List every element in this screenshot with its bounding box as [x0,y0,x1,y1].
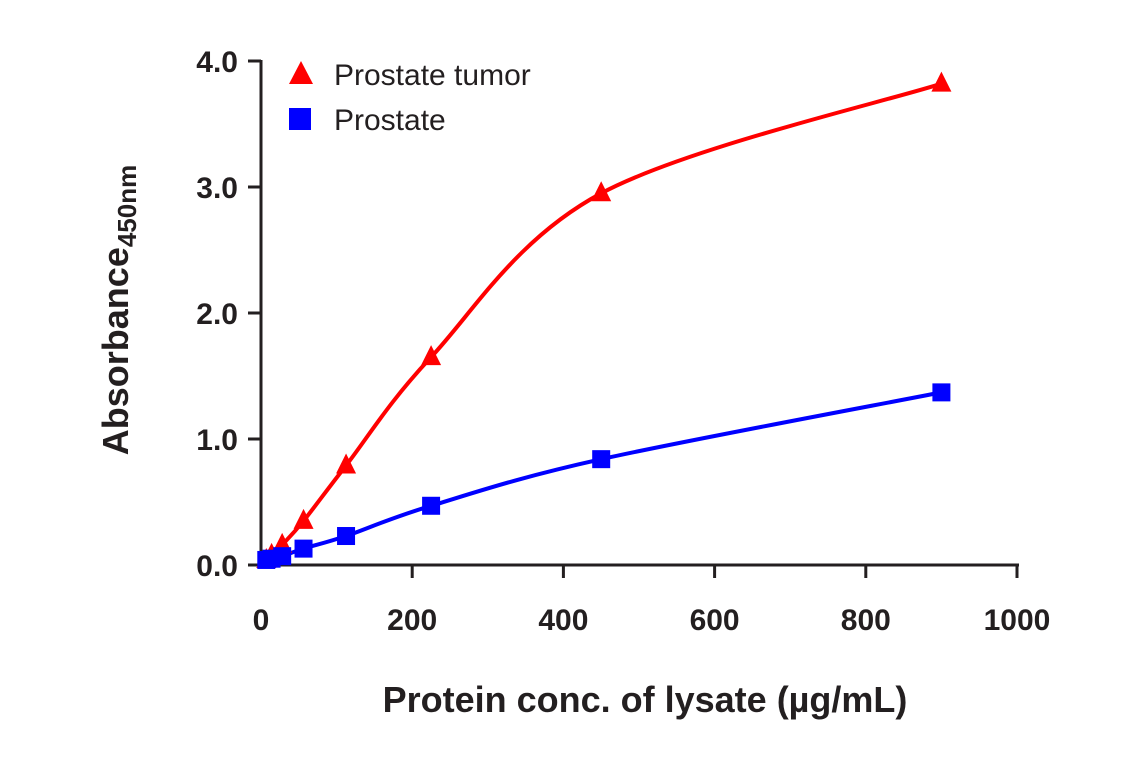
data-point-triangle [931,71,952,92]
legend-label-prostate: Prostate [334,104,446,137]
data-point-square [422,496,441,515]
legend-label-prostate-tumor: Prostate tumor [334,59,531,92]
series-line-0 [264,81,943,562]
data-point-triangle [421,345,442,366]
data-point-triangle [591,181,612,202]
data-point-triangle [336,453,357,474]
x-tick-label: 0 [253,604,270,637]
y-tick-label: 4.0 [196,46,238,79]
series-line-1 [265,390,942,562]
data-point-square [932,383,951,402]
x-axis-label: Protein conc. of lysate (µg/mL) [383,679,908,720]
x-tick-label: 600 [690,604,740,637]
x-tick-label: 400 [538,604,588,637]
y-axis-label-subscript: 450nm [112,165,142,247]
data-point-square [592,450,611,469]
y-tick-label: 0.0 [196,550,238,583]
y-tick-label: 3.0 [196,172,238,205]
legend-marker-prostate [289,108,311,130]
data-point-triangle [293,508,314,529]
data-point-square [273,547,292,566]
x-tick-label: 200 [387,604,437,637]
y-axis-label-main: Absorbance [95,247,136,455]
data-point-square [337,527,356,546]
y-tick-label: 1.0 [196,424,238,457]
legend: Prostate tumor Prostate [289,59,531,137]
x-tick-label: 800 [841,604,891,637]
legend-marker-prostate-tumor [289,61,313,84]
x-tick-label: 1000 [984,604,1051,637]
y-axis-label: Absorbance450nm [95,165,142,455]
data-point-square [294,539,313,558]
y-tick-label: 2.0 [196,298,238,331]
